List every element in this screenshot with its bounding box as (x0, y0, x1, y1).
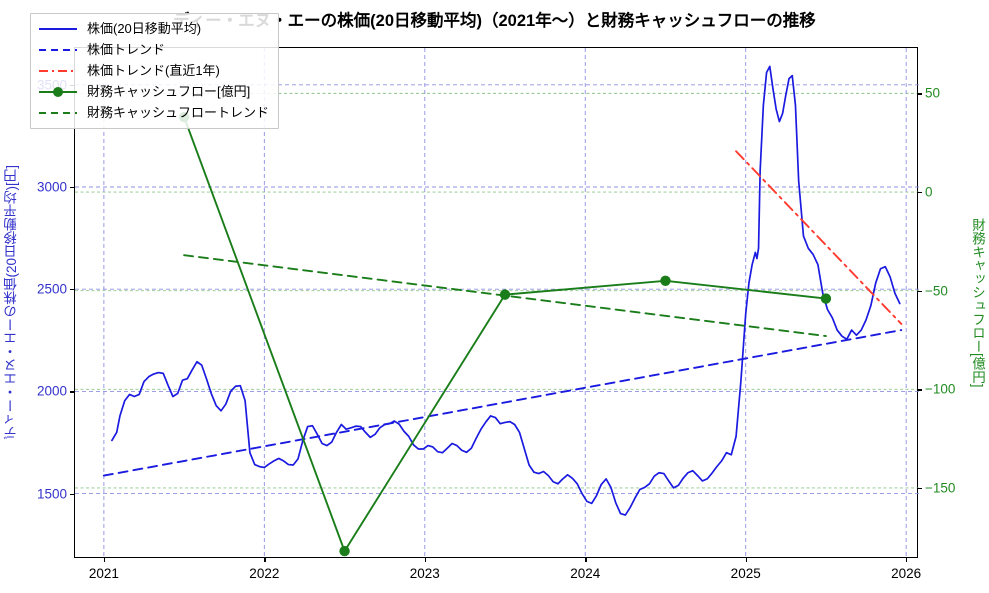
legend-item-2: 株価トレンド(直近1年) (38, 61, 269, 81)
legend-item-label: 財務キャッシュフロートレンド (87, 105, 270, 120)
series-line-2 (735, 150, 903, 325)
left-axis-tick-label: 3000 (36, 179, 67, 195)
legend-item-3: 財務キャッシュフロー[億円] (38, 82, 269, 102)
legend-marker (53, 87, 63, 97)
series-line-3 (183, 116, 827, 553)
legend-line-sample (38, 85, 78, 99)
right-axis-tick-label: −100 (925, 381, 956, 397)
x-axis-tick-label: 2024 (570, 566, 601, 581)
legend-item-label: 財務キャッシュフロー[億円] (87, 84, 251, 99)
right-axis-tick-mark (917, 192, 922, 194)
x-axis-tick-mark (264, 557, 266, 562)
plot-area: 15002000250030003500 500−50−100−150 2021… (37, 47, 955, 581)
left-axis-tick-label: 2500 (36, 281, 67, 297)
series-line-0 (111, 65, 901, 516)
x-axis-tick-label: 2021 (88, 566, 119, 581)
x-axis-tick-label: 2022 (249, 566, 280, 581)
left-axis-tick-mark (70, 186, 75, 189)
legend-item-0: 株価(20日移動平均) (38, 19, 269, 39)
series-line-4 (183, 254, 827, 337)
right-axis-tick-mark (917, 93, 922, 95)
legend-item-1: 株価トレンド (38, 40, 269, 60)
right-axis-tick-label: 0 (925, 184, 933, 200)
data-point-marker-3-4 (820, 293, 832, 304)
chart-legend: 株価(20日移動平均) 株価トレンド株価トレンド(直近1年) 財務キャッシュフロー[… (30, 13, 280, 129)
left-axis-tick-label: 1500 (36, 486, 67, 502)
series-line-1 (102, 329, 903, 477)
left-axis-tick-mark (70, 493, 75, 495)
legend-item-label: 株価(20日移動平均) (87, 21, 202, 36)
right-axis-tick-mark (917, 290, 922, 292)
right-axis-tick-label: −150 (925, 480, 956, 496)
x-axis-tick-label: 2023 (409, 566, 440, 581)
right-axis-tick-mark (917, 487, 922, 490)
left-axis-tick-mark (70, 289, 75, 291)
legend-line-sample (38, 64, 78, 78)
data-point-marker-3-1 (339, 545, 350, 557)
legend-item-label: 株価トレンド (87, 42, 166, 57)
chart-title: ディー・エヌ・エーの株価(20日移動平均)（2021年〜）と財務キャッシュフロー… (173, 12, 816, 30)
x-axis-tick-mark (103, 557, 106, 562)
x-axis-tick-mark (745, 557, 747, 562)
right-axis-tick-label: 50 (925, 85, 941, 101)
right-axis-title: 財務キャッシュフロー[億円] (967, 47, 987, 558)
data-point-marker-3-2 (499, 289, 511, 300)
legend-item-label: 株価トレンド(直近1年) (87, 63, 220, 78)
x-axis-tick-mark (906, 557, 908, 562)
legend-line-sample (38, 43, 78, 57)
x-axis-tick-mark (585, 557, 587, 562)
legend-item-4: 財務キャッシュフロートレンド (38, 103, 269, 123)
right-axis-tick-mark (917, 389, 922, 391)
x-axis-tick-mark (424, 557, 427, 562)
left-axis-title-text: ディー・エヌ・エーの株価(20日移動平均)[円] (4, 165, 19, 440)
x-axis-tick-label: 2025 (730, 566, 761, 581)
left-axis-tick-label: 2000 (36, 383, 67, 399)
right-axis-tick-label: −50 (925, 283, 948, 299)
legend-line-sample (38, 106, 78, 120)
data-point-marker-3-3 (660, 275, 671, 287)
left-axis-title: ディー・エヌ・エーの株価(20日移動平均)[円] (2, 47, 22, 558)
left-axis-tick-mark (70, 391, 75, 393)
right-axis-title-text: 財務キャッシュフロー[億円] (970, 217, 985, 388)
x-axis-tick-label: 2026 (891, 566, 922, 581)
legend-line-sample (38, 22, 78, 36)
